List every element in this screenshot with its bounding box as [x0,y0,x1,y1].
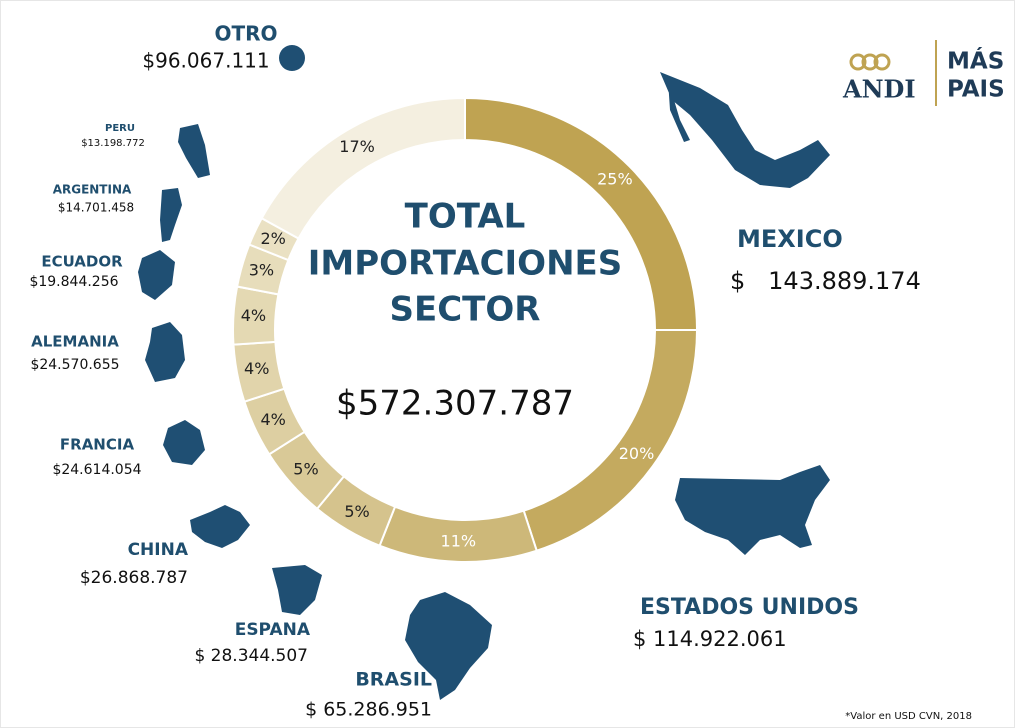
map-argentina [160,188,182,242]
slice-label: 4% [244,359,269,378]
map-ecuador [138,250,175,300]
logo-ring [873,53,891,71]
map-otro-dot [279,45,305,71]
slice-label: 17% [339,137,375,156]
country-amount: $14.701.458 [58,201,134,215]
maps [138,45,830,700]
country-name: MEXICO [737,225,843,253]
slice [260,96,466,240]
center-title: SECTOR [390,290,541,330]
footnote: *Valor en USD CVN, 2018 [845,711,972,722]
country-amount: $ 143.889.174 [730,267,921,295]
logo-pais: PAIS [947,77,1005,103]
logo-ring [861,53,879,71]
country-amount: $ 114.922.061 [633,627,787,651]
center-total: $572.307.787 [336,384,574,424]
country-amount: $24.614.054 [52,462,141,478]
slice-label: 2% [260,229,285,248]
logo-ring [849,53,867,71]
country-amount: $96.067.111 [142,49,269,73]
country-name: BRASIL [355,669,432,691]
country-name: ARGENTINA [53,183,132,197]
slice-label: 20% [619,444,655,463]
slice-label: 5% [293,460,318,479]
country-name: PERU [105,123,135,134]
map-brasil [405,592,492,700]
center-title: IMPORTACIONES [308,244,623,284]
country-name: FRANCIA [60,436,135,454]
map-germany [145,322,185,382]
country-name: CHINA [128,540,189,560]
slice-label: 11% [441,531,477,550]
country-amount: $24.570.655 [30,357,119,373]
country-name: ESTADOS UNIDOS [640,595,859,620]
country-amount: $13.198.772 [81,138,145,149]
map-spain [272,565,322,615]
slice-label: 3% [249,260,274,279]
country-name: ESPANA [235,620,311,640]
slice-label: 25% [597,170,633,189]
country-amount: $ 65.286.951 [305,699,432,721]
map-peru [178,124,210,178]
country-name: ALEMANIA [31,333,119,351]
map-france [163,420,205,465]
country-amount: $ 28.344.507 [194,646,308,666]
country-name: OTRO [214,22,277,46]
map-china [190,505,250,548]
country-amount: $26.868.787 [80,568,188,588]
country-amount: $19.844.256 [29,274,118,290]
map-mexico [660,72,830,188]
logo-andi: ANDI [842,75,916,104]
logo: ANDI MÁS PAIS [842,40,1005,106]
slice-label: 4% [241,306,266,325]
map-usa [675,465,830,555]
slice-label: 4% [260,410,285,429]
logo-mas: MÁS [947,47,1004,75]
slice-label: 5% [344,502,369,521]
country-name: ECUADOR [41,253,123,271]
center-title: TOTAL [405,197,526,237]
